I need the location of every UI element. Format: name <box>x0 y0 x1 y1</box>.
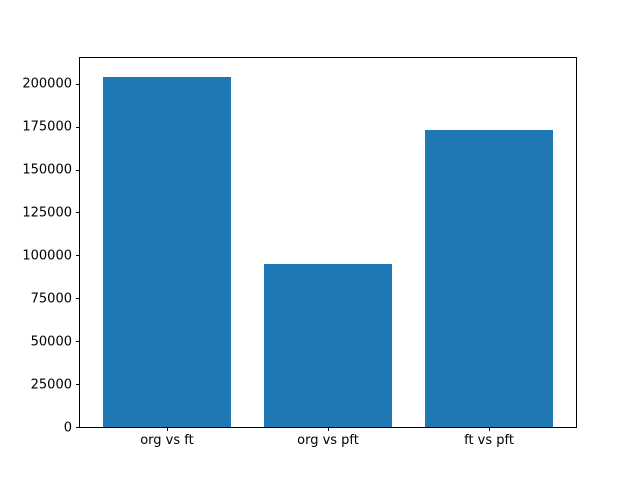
y-tick-mark <box>76 83 80 85</box>
bar-org-vs-ft <box>102 76 232 427</box>
x-tick-label: org vs pft <box>297 433 359 448</box>
y-tick-mark <box>76 126 80 128</box>
x-tick-mark <box>489 427 491 431</box>
y-tick-mark <box>76 255 80 257</box>
y-tick-mark <box>76 384 80 386</box>
y-tick-label: 150000 <box>22 162 72 178</box>
y-tick-mark <box>76 427 80 428</box>
y-tick-label: 75000 <box>30 291 72 307</box>
y-tick-label: 50000 <box>30 334 72 350</box>
y-tick-label: 100000 <box>22 248 72 264</box>
y-tick-mark <box>76 298 80 300</box>
x-tick-mark <box>328 427 329 431</box>
y-tick-label: 125000 <box>22 205 72 221</box>
x-tick-label: org vs ft <box>140 433 194 448</box>
y-tick-label: 175000 <box>22 119 72 135</box>
y-tick-label: 0 <box>63 420 72 435</box>
y-tick-mark <box>76 212 80 214</box>
y-tick-mark <box>76 169 80 171</box>
y-tick-mark <box>76 341 80 343</box>
bar-ft-vs-pft <box>424 130 554 427</box>
bar-org-vs-pft <box>263 263 393 427</box>
plot-area <box>79 57 577 428</box>
y-tick-label: 25000 <box>30 377 72 393</box>
x-tick-label: ft vs pft <box>464 433 514 448</box>
y-tick-label: 200000 <box>22 76 72 92</box>
x-tick-mark <box>166 427 168 431</box>
